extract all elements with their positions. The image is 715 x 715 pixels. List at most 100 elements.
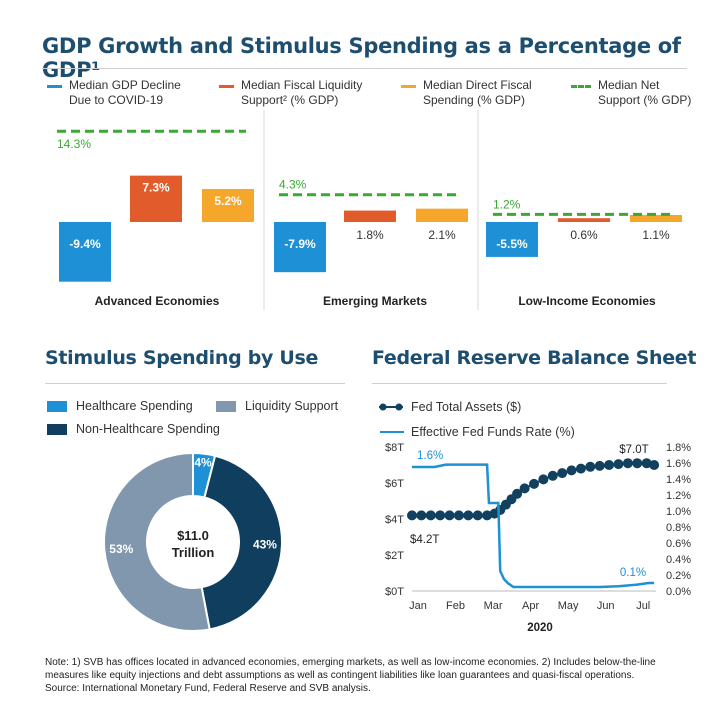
fed-assets-point	[538, 474, 549, 485]
bar-value-label: 1.1%	[642, 228, 670, 242]
fed-assets-point	[547, 470, 558, 481]
net-support-label: 14.3%	[57, 137, 91, 151]
y-right-tick: 1.2%	[666, 490, 691, 502]
legend-direct-line1: Median Direct Fiscal	[423, 78, 532, 92]
donut-title-rule	[45, 383, 345, 384]
bar-value-label: 5.2%	[214, 194, 242, 208]
y-left-tick: $4T	[385, 514, 404, 526]
y-right-tick: 1.6%	[666, 458, 691, 470]
legend-nonhealth: Non-Healthcare Spending	[76, 422, 220, 436]
category-label: Low-Income Economies	[518, 294, 656, 308]
donut-center-unit: Trillion	[172, 545, 215, 560]
y-right-tick: 0.0%	[666, 586, 691, 598]
donut-slice-label: 53%	[109, 542, 133, 556]
legend-healthcare: Healthcare Spending	[76, 399, 193, 413]
x-tick: Jan	[409, 600, 427, 612]
footnote: Note: 1) SVB has offices located in adva…	[45, 656, 710, 695]
fed-assets-point	[482, 510, 493, 521]
fed-assets-point	[435, 510, 446, 521]
gdp-stimulus-bar-chart: Advanced Economies -9.4% 7.3% 5.2% 14.3% Emer…	[57, 110, 682, 310]
category-label: Advanced Economies	[95, 294, 220, 308]
legend-item-direct: Median Direct Fiscal Spending (% GDP)	[423, 78, 532, 108]
stimulus-donut-chart: 4% 43% 53% $11.0 Trillion	[103, 451, 283, 632]
legend-swatch-healthcare	[47, 401, 67, 412]
fed-assets-point	[407, 510, 417, 521]
donut-slice-label: 4%	[194, 456, 212, 470]
fed-assets-point	[444, 510, 455, 521]
legend-direct-line2: Spending (% GDP)	[423, 93, 526, 107]
x-tick: Apr	[522, 600, 539, 612]
x-tick: Feb	[446, 600, 465, 612]
donut-center-value: $11.0	[177, 528, 209, 543]
fed-assets-point	[632, 458, 643, 469]
assets-end-label: $7.0T	[619, 444, 648, 456]
fed-assets-point	[575, 463, 586, 474]
fed-assets-point	[594, 460, 605, 471]
footnote-line-3: Source: International Monetary Fund, Fed…	[45, 683, 371, 694]
fed-chart-title: Federal Reserve Balance Sheet	[372, 347, 697, 369]
fed-assets-point	[463, 510, 474, 521]
legend-swatch-liquidity-use	[216, 401, 236, 412]
legend-item-gdp: Median GDP Decline Due to COVID-19	[69, 78, 181, 108]
fed-assets-point	[613, 459, 624, 470]
bar-value-label: 1.8%	[356, 228, 384, 242]
ffr-end-label: 0.1%	[620, 567, 646, 579]
y-right-tick: 1.4%	[666, 474, 691, 486]
donut-slice	[103, 451, 211, 632]
bar-value-label: 2.1%	[428, 228, 456, 242]
fed-assets-point	[557, 468, 568, 479]
fed-assets-point	[529, 478, 539, 489]
legend-swatch-gdp	[47, 85, 62, 88]
fed-assets-point	[622, 458, 633, 469]
fed-assets-point	[453, 510, 464, 521]
legend-swatch-assets	[379, 403, 403, 411]
legend-ffr: Effective Fed Funds Rate (%)	[411, 425, 575, 439]
bar-value-label: 7.3%	[142, 181, 170, 195]
y-right-tick: 0.4%	[666, 554, 691, 566]
legend-gdp-line1: Median GDP Decline	[69, 78, 181, 92]
ffr-start-label: 1.6%	[417, 450, 443, 462]
fed-assets-line	[412, 462, 655, 517]
x-tick: Jun	[597, 600, 615, 612]
x-tick: Mar	[484, 600, 503, 612]
donut-slice-label: 43%	[253, 537, 277, 551]
main-title-rule	[42, 68, 687, 69]
legend-item-liquidity: Median Fiscal Liquidity Support² (% GDP)	[241, 78, 362, 108]
ffr-line	[412, 463, 655, 589]
fed-assets-point	[472, 510, 483, 521]
legend-swatch-ffr	[380, 431, 404, 433]
y-right-tick: 1.8%	[666, 442, 691, 454]
bar-liquidity	[344, 210, 396, 222]
y-right-tick: 1.0%	[666, 506, 691, 518]
y-right-tick: 0.6%	[666, 538, 691, 550]
legend-liquidity-use: Liquidity Support	[245, 399, 339, 413]
fed-balance-line-chart: $8T $6T $4T $2T $0T 1.8% 1.6% 1.4% 1.2% 1.0% 0.8% 0…	[385, 442, 691, 634]
bar-value-label: -7.9%	[284, 237, 316, 251]
fed-assets-point	[416, 510, 427, 521]
legend-swatch-liquidity	[219, 85, 234, 88]
y-right-tick: 0.2%	[666, 570, 691, 582]
fed-title-rule	[372, 383, 667, 384]
x-tick: May	[558, 600, 579, 612]
bar-liquidity	[558, 218, 610, 222]
legend-gdp-line2: Due to COVID-19	[69, 93, 164, 107]
y-right-tick: 0.8%	[666, 522, 691, 534]
footnote-line-1: Note: 1) SVB has offices located in adva…	[45, 657, 656, 668]
main-chart-title: GDP Growth and Stimulus Spending as a Pe…	[42, 34, 681, 82]
bar-gdp	[59, 222, 111, 282]
x-axis-label: 2020	[527, 622, 553, 634]
legend-assets: Fed Total Assets ($)	[411, 400, 522, 414]
donut-slice	[200, 454, 283, 631]
legend-item-net: Median Net Support (% GDP)	[598, 78, 691, 108]
legend-liquidity-line2: Support² (% GDP)	[241, 93, 339, 107]
footnote-line-2: measures like equity injections and debt…	[45, 670, 635, 681]
y-left-tick: $0T	[385, 586, 404, 598]
y-left-tick: $6T	[385, 478, 404, 490]
legend-net-line1: Median Net	[598, 78, 660, 92]
fed-assets-point	[604, 460, 615, 470]
y-left-tick: $8T	[385, 442, 404, 454]
donut-chart-title: Stimulus Spending by Use	[45, 347, 319, 369]
net-support-label: 1.2%	[493, 197, 521, 211]
fed-assets-point	[585, 461, 596, 472]
fed-assets-point	[649, 460, 660, 470]
